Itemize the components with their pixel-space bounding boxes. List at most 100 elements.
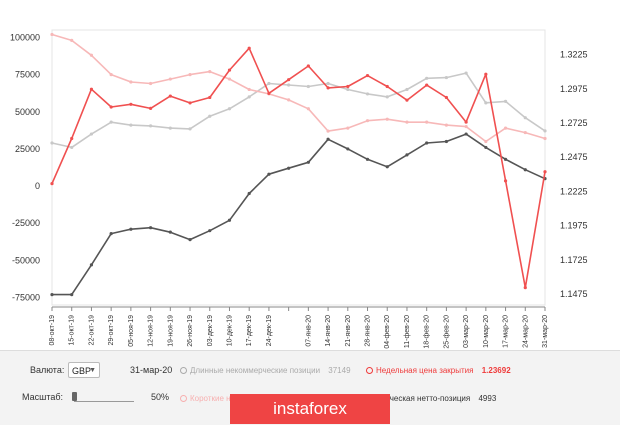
point-close: [247, 46, 251, 50]
series-line-net: [52, 133, 546, 296]
point-net: [484, 145, 488, 150]
point-long: [503, 99, 508, 103]
date-value: 31-мар-20: [130, 365, 173, 375]
point-long: [385, 95, 389, 99]
x-tick-label: 11-фев-20: [404, 315, 411, 348]
point-net: [227, 218, 232, 222]
point-long: [306, 84, 310, 89]
point-long: [444, 75, 448, 80]
point-long: [464, 71, 468, 75]
series-line-long: [51, 72, 546, 149]
grid-lines: [51, 29, 546, 308]
scale-slider-handle[interactable]: [72, 392, 77, 401]
point-close: [129, 102, 133, 106]
point-net: [326, 137, 330, 141]
x-tick-label: 17-мар-20: [503, 315, 510, 348]
point-short: [326, 129, 330, 133]
x-tick-label: 24-дек-19: [266, 315, 273, 346]
y-left-tick-label: 75000: [15, 70, 40, 80]
point-long: [247, 95, 251, 99]
x-tick-label: 17-дек-19: [246, 315, 253, 346]
point-short: [306, 107, 310, 111]
point-long: [543, 129, 547, 133]
point-net: [109, 232, 113, 236]
point-net: [50, 292, 54, 297]
point-long: [405, 87, 409, 92]
scale-value: 50%: [151, 392, 170, 402]
legend-long-value: 37149: [328, 366, 351, 375]
point-long: [149, 124, 153, 128]
point-long: [188, 127, 192, 131]
point-close: [464, 120, 468, 124]
point-short: [129, 80, 133, 84]
short-dot-icon: [180, 395, 187, 403]
point-short: [346, 126, 350, 130]
currency-select[interactable]: GBP ▼: [68, 362, 100, 378]
x-tick-label: 21-янв-20: [345, 315, 352, 347]
x-tick-label: 28-янв-20: [365, 315, 372, 347]
legend-long[interactable]: Длинные некоммерческие позиции 37149: [180, 366, 351, 375]
point-close: [287, 78, 291, 82]
point-long: [326, 81, 330, 86]
point-close: [523, 286, 527, 290]
point-net: [444, 139, 448, 144]
x-tick-label: 24-мар-20: [522, 315, 529, 348]
point-short: [365, 119, 370, 123]
point-close: [50, 182, 54, 186]
y-left-tick-label: -25000: [12, 218, 40, 228]
point-long: [208, 114, 212, 118]
y-left-tick-label: 25000: [15, 144, 40, 154]
point-close: [70, 136, 74, 141]
point-short: [149, 81, 153, 86]
point-close: [484, 72, 488, 76]
scale-slider[interactable]: [72, 392, 134, 402]
legend-net-label: коммерческая нетто-позиция: [362, 394, 471, 403]
x-tick-label: 19-ноя-19: [167, 315, 174, 347]
point-short: [168, 77, 172, 81]
point-close: [405, 98, 409, 102]
point-long: [109, 120, 113, 124]
y-left-tick-label: 100000: [10, 32, 40, 42]
legend-short-label: Короткие н: [190, 394, 231, 403]
y-right-tick-label: 1.3225: [560, 50, 588, 60]
point-long: [227, 107, 232, 111]
point-short: [287, 98, 291, 102]
point-close: [188, 101, 192, 105]
x-tick-label: 31-мар-20: [542, 315, 549, 348]
point-long: [287, 83, 291, 87]
legend-close[interactable]: Недельная цена закрытия 1.23692: [366, 366, 511, 375]
x-tick-label: 07-янв-20: [305, 315, 312, 347]
legend-close-value: 1.23692: [481, 366, 511, 375]
point-long: [346, 87, 350, 92]
point-close: [425, 83, 429, 87]
x-tick-label: 12-ноя-19: [148, 315, 155, 347]
plot-frame: [51, 29, 546, 306]
point-long: [267, 81, 271, 86]
point-short: [503, 126, 508, 130]
legend-net[interactable]: коммерческая нетто-позиция 4993: [362, 394, 496, 403]
x-axis-ticks: 08-окт-19 15-окт-19 22-окт-19 29-окт-19 05-н…: [49, 307, 549, 349]
cot-chart: 100000 75000 50000 25000 0 -25000 -50000 -75000…: [10, 29, 588, 349]
currency-label: Валюта:: [30, 365, 65, 375]
point-net: [89, 263, 94, 267]
point-close: [346, 84, 350, 89]
point-short: [247, 87, 251, 92]
point-net: [385, 165, 389, 169]
x-tick-label: 10-мар-20: [483, 315, 490, 348]
point-net: [365, 157, 370, 161]
point-close: [503, 179, 508, 183]
point-net: [129, 227, 133, 231]
point-net: [149, 226, 153, 230]
legend-short[interactable]: Короткие н: [180, 394, 231, 403]
point-short: [109, 72, 113, 77]
point-close: [149, 106, 153, 110]
point-close: [208, 95, 212, 100]
chevron-down-icon: ▼: [89, 367, 96, 374]
legend-long-label: Длинные некоммерческие позиции: [190, 366, 321, 375]
point-close: [89, 87, 94, 91]
close-dot-icon: [366, 367, 373, 375]
x-tick-label: 18-фев-20: [424, 315, 431, 349]
point-close: [109, 105, 113, 109]
left-axis-ticks: 100000 75000 50000 25000 0 -25000 -50000 -75000: [10, 32, 40, 302]
x-tick-label: 08-окт-19: [49, 315, 56, 346]
